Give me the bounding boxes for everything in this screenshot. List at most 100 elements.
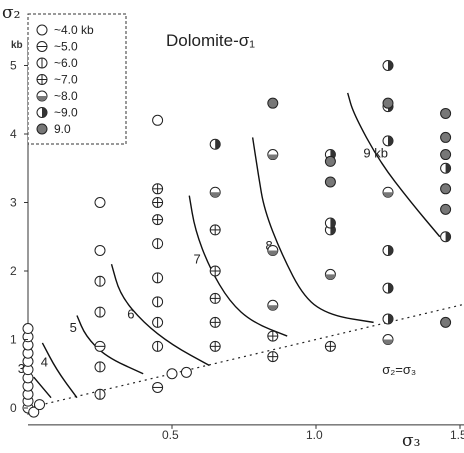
data-point-filled [324, 155, 336, 167]
data-point-filled [440, 149, 452, 161]
data-point-cross [209, 340, 221, 352]
contour-line [251, 137, 374, 324]
legend-marker-lower-half [36, 90, 48, 102]
data-point-vbar [152, 316, 164, 328]
legend-label: ~6.0 [54, 56, 78, 70]
legend-label: ~8.0 [54, 89, 78, 103]
y-tick-label: 5 [10, 59, 17, 73]
data-point-filled [440, 316, 452, 328]
data-point-right-half [324, 217, 336, 229]
data-point-vbar [94, 361, 106, 373]
contour-line [347, 92, 441, 238]
y-tick-label: 2 [10, 264, 17, 278]
data-point-cross [152, 214, 164, 226]
y-axis-title: σ₂ [2, 3, 20, 23]
contour-label: 7 [193, 252, 200, 267]
data-point-right-half [382, 282, 394, 294]
data-point-cross [267, 351, 279, 363]
y-axis-unit: kb [11, 40, 23, 51]
contour-label: 9 kb [363, 145, 388, 160]
legend-marker-filled [36, 123, 48, 135]
contour-line [110, 263, 210, 367]
data-point-open [94, 244, 106, 256]
data-point-lower-half [209, 186, 221, 198]
legend-marker-right-half [36, 107, 48, 118]
data-point-vbar [94, 275, 106, 287]
data-point-open [94, 197, 106, 208]
contour-line [188, 195, 288, 337]
contour-label: 3 [18, 361, 25, 376]
data-point-filled [382, 97, 394, 109]
data-point-right-half [209, 138, 221, 150]
data-point-vbar [94, 388, 106, 400]
data-point-vbar [152, 296, 164, 308]
data-point-cross [209, 292, 221, 304]
data-point-filled [440, 183, 452, 195]
data-point-filled [440, 107, 452, 119]
data-point-hbar [94, 340, 106, 352]
data-point-vbar [94, 306, 106, 318]
data-point-vbar [152, 272, 164, 284]
data-point-open [22, 323, 34, 335]
legend-marker-open [36, 24, 48, 36]
data-point-lower-half [267, 149, 279, 161]
data-point-lower-half [382, 334, 394, 345]
data-point-right-half [382, 60, 394, 71]
legend-label: ~9.0 [54, 106, 78, 120]
x-tick-label: 1.5 kb [450, 428, 464, 442]
data-point-cross [209, 316, 221, 328]
data-point-cross [209, 224, 221, 236]
data-point-cross [209, 265, 221, 277]
data-point-filled [440, 131, 452, 143]
legend: ~4.0 kb ~5.0 ~6.0 ~7.0 ~8.0 ~9.0 9.0 [27, 13, 127, 145]
data-point-cross [267, 330, 279, 342]
contour-line [33, 376, 52, 399]
data-point-vbar [152, 340, 164, 352]
reference-line-sigma2-eq-sigma3 [27, 303, 464, 409]
legend-label: ~7.0 [54, 73, 78, 87]
data-point-right-half [382, 135, 394, 147]
data-point-filled [267, 97, 279, 109]
data-point-open [28, 406, 40, 418]
data-point-lower-half [324, 268, 336, 280]
legend-label: ~4.0 kb [54, 23, 94, 37]
x-tick-label: 1.0 [306, 428, 323, 442]
data-point-hbar [152, 381, 164, 393]
data-point-open [34, 399, 46, 411]
data-point-filled [440, 203, 452, 215]
reference-line: σ₂=σ₃ [27, 303, 464, 409]
data-point-right-half [440, 231, 452, 243]
x-axis-title: σ₃ [402, 431, 420, 451]
data-point-right-half [440, 162, 452, 174]
data-point-cross [324, 340, 336, 352]
chart-title: Dolomite-σ₁ [166, 31, 255, 50]
contour-line [41, 342, 78, 399]
data-point-right-half [382, 313, 394, 325]
data-point-lower-half [382, 186, 394, 198]
y-tick-label: 4 [10, 127, 17, 141]
legend-marker-hbar [36, 41, 48, 52]
y-tick-label: 0 [10, 401, 17, 415]
legend-label: 9.0 [54, 122, 71, 136]
contour-label: 6 [127, 306, 134, 321]
data-point-filled [324, 176, 336, 188]
data-point-cross [152, 183, 164, 195]
data-points [22, 60, 452, 418]
data-point-vbar [152, 238, 164, 250]
tick-labels: 0 1 2 3 4 5 0.5 1.0 1.5 kb [10, 59, 464, 442]
y-tick-label: 3 [10, 196, 17, 210]
x-tick-label: 0.5 [162, 428, 179, 442]
data-point-open [180, 366, 192, 378]
contour-lines: 3 4 5 6 7 8 9 kb [18, 92, 441, 399]
data-point-lower-half [267, 244, 279, 256]
data-point-open [166, 368, 178, 380]
contour-label: 4 [41, 354, 48, 369]
legend-marker-vbar [36, 57, 48, 69]
data-point-right-half [382, 244, 394, 256]
reference-line-label: σ₂=σ₃ [382, 362, 416, 377]
y-tick-label: 1 [10, 333, 17, 347]
contour-label: 8 [265, 238, 272, 253]
legend-marker-cross [36, 74, 48, 85]
data-point-cross [152, 197, 164, 208]
data-point-open [152, 114, 164, 126]
